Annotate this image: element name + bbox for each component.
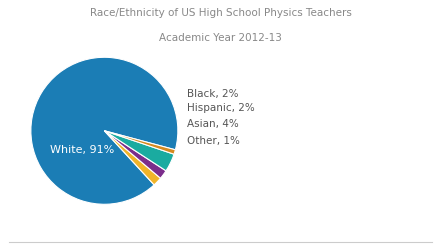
Wedge shape xyxy=(105,131,161,185)
Text: Academic Year 2012-13: Academic Year 2012-13 xyxy=(159,32,282,42)
Text: White, 91%: White, 91% xyxy=(50,144,115,154)
Wedge shape xyxy=(105,131,174,171)
Text: Hispanic, 2%: Hispanic, 2% xyxy=(187,103,254,113)
Wedge shape xyxy=(31,58,178,204)
Text: Black, 2%: Black, 2% xyxy=(187,88,238,98)
Wedge shape xyxy=(105,131,176,154)
Text: Other, 1%: Other, 1% xyxy=(187,135,239,145)
Wedge shape xyxy=(105,131,166,178)
Text: Asian, 4%: Asian, 4% xyxy=(187,119,239,129)
Text: Race/Ethnicity of US High School Physics Teachers: Race/Ethnicity of US High School Physics… xyxy=(90,8,351,18)
